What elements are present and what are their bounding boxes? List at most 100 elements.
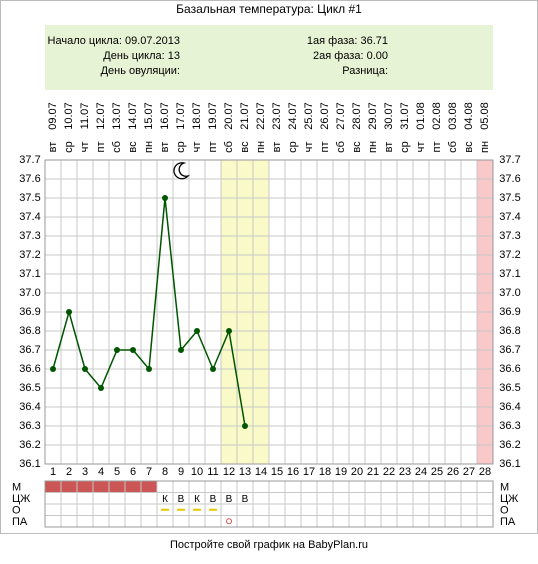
row-label: ЦЖ: [12, 493, 30, 505]
y-tick-label: 37.0: [19, 287, 40, 299]
weekday-label: ср: [63, 141, 75, 153]
y-tick-label: 37.5: [19, 192, 40, 204]
mucus-cell: В: [226, 494, 233, 505]
weekday-label: вс: [463, 141, 475, 153]
temperature-point: [130, 347, 136, 353]
date-label: 30.07: [383, 102, 395, 130]
date-label: 05.08: [479, 102, 491, 130]
date-label: 04.08: [463, 102, 475, 130]
x-tick-label: 7: [146, 466, 152, 478]
menstruation-cell: [125, 481, 141, 493]
x-tick-label: 17: [303, 466, 315, 478]
temperature-point: [178, 347, 184, 353]
y-tick-label: 37.2: [19, 249, 40, 261]
row-label: ПА: [12, 516, 28, 528]
y-tick-label: 36.6: [19, 363, 40, 375]
weekday-label: сб: [111, 141, 123, 153]
date-label: 28.07: [351, 102, 363, 130]
weekday-label: ср: [287, 141, 299, 153]
y-tick-label: 36.1: [19, 458, 40, 470]
menstruation-cell: [109, 481, 125, 493]
temperature-point: [82, 366, 88, 372]
y-tick-label: 36.7: [499, 344, 520, 356]
menstruation-cell: [141, 481, 157, 493]
x-tick-label: 6: [130, 466, 136, 478]
date-label: 16.07: [159, 102, 171, 130]
weekday-label: чт: [303, 142, 315, 153]
date-label: 14.07: [127, 102, 139, 130]
temperature-point: [210, 366, 216, 372]
weekday-label: чт: [79, 142, 91, 153]
weekday-label: ср: [399, 141, 411, 153]
date-label: 26.07: [319, 102, 331, 130]
temperature-point: [50, 366, 56, 372]
y-tick-label: 36.5: [499, 382, 520, 394]
x-tick-label: 5: [114, 466, 120, 478]
row-label: ЦЖ: [500, 493, 518, 505]
x-tick-label: 15: [271, 466, 283, 478]
menstruation-cell: [93, 481, 109, 493]
date-label: 09.07: [47, 102, 59, 130]
x-tick-label: 21: [367, 466, 379, 478]
y-tick-label: 36.5: [19, 382, 40, 394]
weekday-label: пт: [207, 142, 219, 153]
date-label: 15.07: [143, 102, 155, 130]
date-label: 21.07: [239, 102, 251, 130]
x-tick-label: 16: [287, 466, 299, 478]
date-label: 03.08: [447, 102, 459, 130]
x-tick-label: 28: [479, 466, 491, 478]
y-tick-label: 37.6: [499, 173, 520, 185]
y-tick-label: 37.4: [499, 211, 520, 223]
plot-border: [44, 159, 494, 465]
weekday-label: сб: [335, 141, 347, 153]
x-tick-label: 8: [162, 466, 168, 478]
weekday-label: пт: [319, 142, 331, 153]
temperature-point: [162, 195, 168, 201]
x-tick-label: 20: [351, 466, 363, 478]
x-tick-label: 23: [399, 466, 411, 478]
x-tick-label: 4: [98, 466, 104, 478]
date-label: 11.07: [79, 103, 91, 130]
y-tick-label: 37.2: [499, 249, 520, 261]
weekday-label: пн: [367, 141, 379, 153]
date-label: 19.07: [207, 102, 219, 130]
y-tick-label: 36.3: [499, 420, 520, 432]
y-tick-label: 37.1: [19, 268, 40, 280]
y-tick-label: 37.5: [499, 192, 520, 204]
row-label: О: [500, 505, 509, 517]
x-tick-label: 10: [191, 466, 203, 478]
weekday-label: сб: [447, 141, 459, 153]
x-tick-label: 2: [66, 466, 72, 478]
x-tick-label: 9: [178, 466, 184, 478]
info-text: 1ая фаза: 36.71: [307, 35, 388, 47]
date-label: 02.08: [431, 102, 443, 130]
mucus-cell: В: [242, 494, 249, 505]
weekday-label: пн: [479, 141, 491, 153]
y-tick-label: 37.6: [19, 173, 40, 185]
x-tick-label: 11: [207, 466, 218, 478]
y-tick-label: 36.2: [499, 439, 520, 451]
test-mark: [226, 518, 232, 525]
moon-icon: [173, 162, 190, 180]
y-tick-label: 36.2: [19, 439, 40, 451]
weekday-label: вт: [271, 142, 283, 153]
weekday-label: ср: [175, 141, 187, 153]
info-text: Разница:: [342, 65, 388, 77]
weekday-label: вс: [351, 141, 363, 153]
y-tick-label: 37.7: [19, 154, 40, 166]
date-label: 18.07: [191, 102, 203, 130]
x-tick-label: 12: [223, 466, 235, 478]
menstruation-cell: [61, 481, 77, 493]
y-tick-label: 36.4: [19, 401, 40, 413]
info-text: Начало цикла: 09.07.2013: [48, 35, 180, 47]
x-tick-label: 13: [239, 466, 251, 478]
row-label: ПА: [500, 516, 516, 528]
y-tick-label: 36.4: [499, 401, 520, 413]
x-tick-label: 27: [463, 466, 475, 478]
mucus-cell: В: [178, 494, 185, 505]
row-label: О: [12, 505, 21, 517]
y-tick-label: 36.8: [19, 325, 40, 337]
date-label: 20.07: [223, 102, 235, 130]
mucus-cell: К: [194, 494, 200, 505]
